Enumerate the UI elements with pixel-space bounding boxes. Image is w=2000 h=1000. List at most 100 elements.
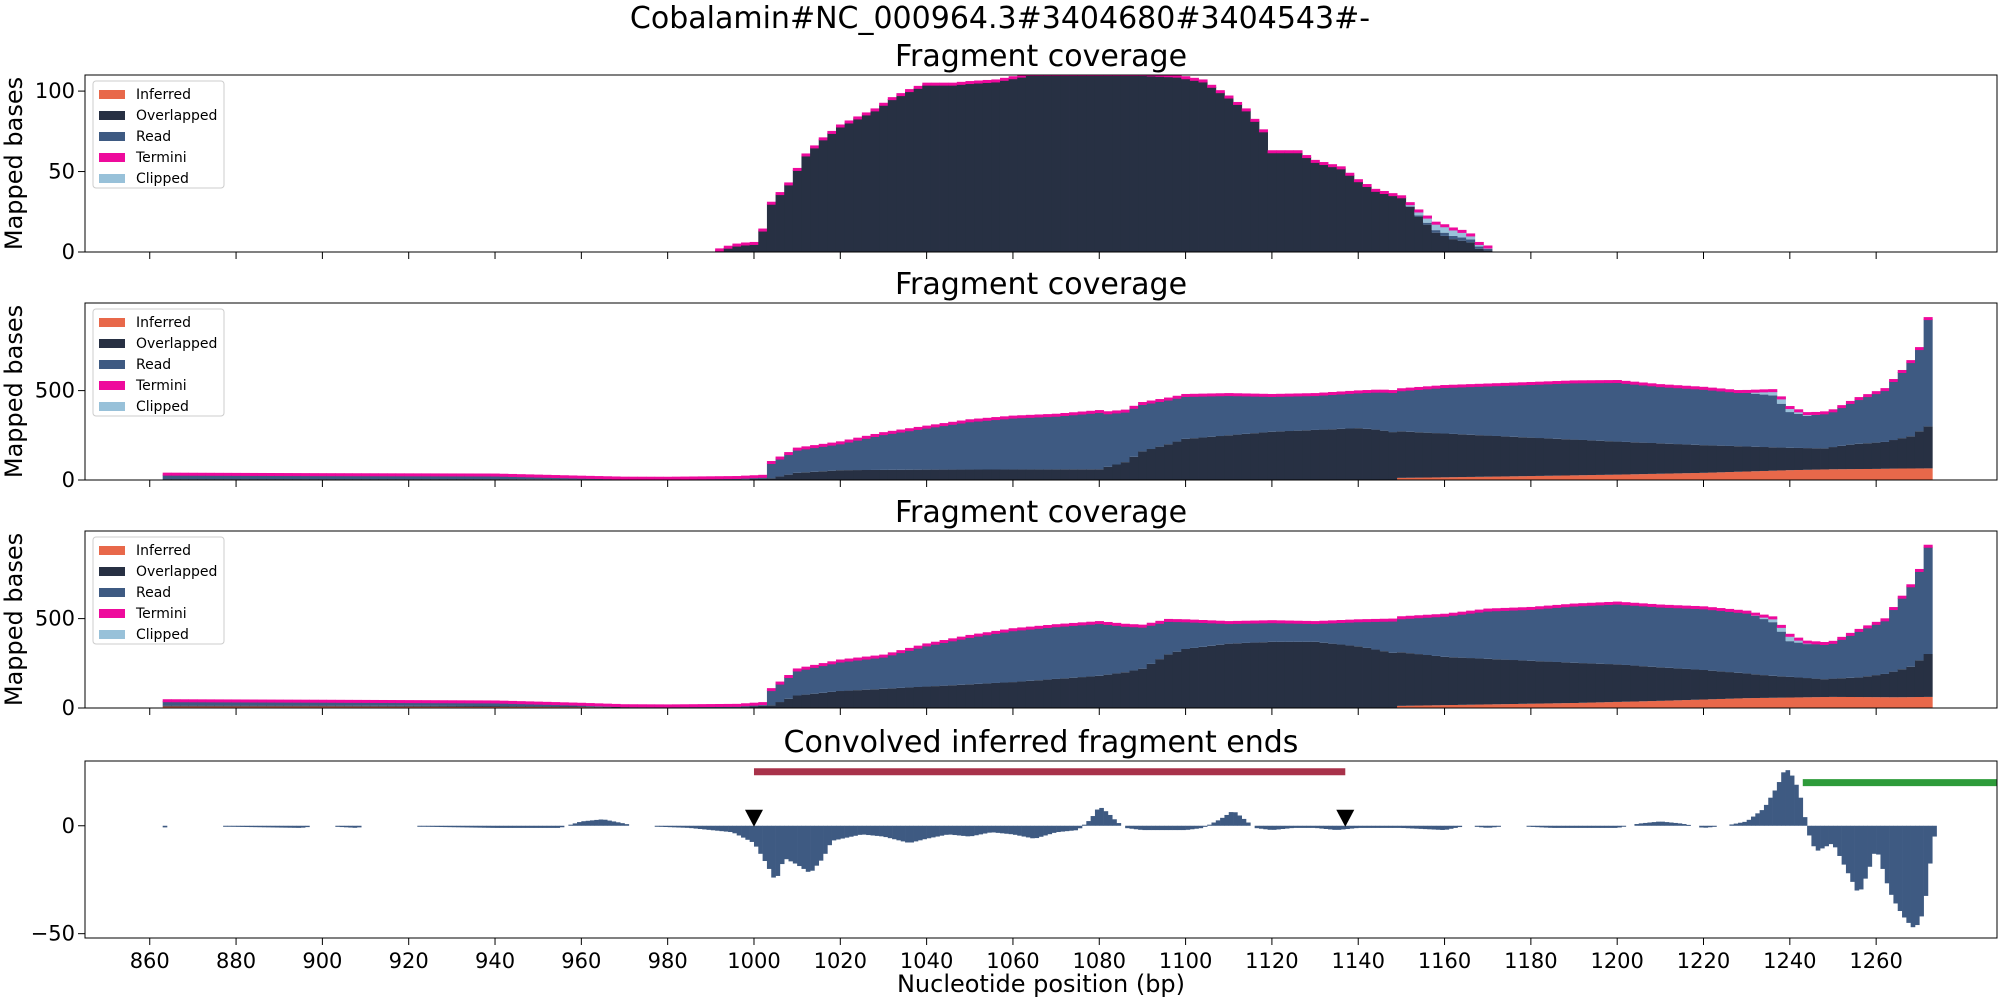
convolved-bar <box>1638 823 1644 826</box>
convolved-bar <box>1164 825 1169 831</box>
area-segment-overlapped <box>1854 677 1864 698</box>
area-segment-overlapped <box>1284 641 1294 708</box>
convolved-bar <box>680 825 686 828</box>
area-segment-inferred <box>1552 475 1562 480</box>
area-segment-overlapped <box>1224 435 1234 480</box>
area-segment-inferred <box>1664 700 1674 708</box>
area-segment-read <box>1397 618 1407 653</box>
convolved-bar <box>1315 825 1320 829</box>
area-segment-read <box>1897 371 1907 439</box>
area-segment-overlapped <box>1725 445 1735 473</box>
convolved-bar <box>723 825 729 832</box>
termini-cap <box>741 475 751 479</box>
termini-cap <box>1094 410 1104 414</box>
area-segment-read <box>1595 604 1605 664</box>
area-segment-overlapped <box>1094 75 1104 252</box>
convolved-bar <box>348 825 353 828</box>
area-segment-overlapped <box>1440 433 1450 478</box>
convolved-bar <box>874 825 880 836</box>
area-segment-read <box>922 645 932 687</box>
termini-cap <box>404 473 414 477</box>
area-segment-overlapped <box>1621 441 1631 475</box>
convolved-bar <box>244 825 250 828</box>
area-segment-inferred <box>1414 705 1424 708</box>
plot-area <box>162 768 1997 928</box>
termini-cap <box>689 704 699 708</box>
termini-cap <box>930 82 940 86</box>
area-segment-overlapped <box>1181 438 1191 480</box>
area-segment-read <box>1293 622 1303 642</box>
area-segment-overlapped <box>1310 429 1320 480</box>
area-segment-overlapped <box>887 688 897 708</box>
area-segment-read <box>1820 643 1830 680</box>
convolved-bar <box>1366 825 1372 828</box>
termini-cap <box>1794 409 1804 413</box>
area-segment-read <box>1647 385 1657 443</box>
area-segment-read <box>499 475 509 480</box>
area-segment-read <box>395 702 405 706</box>
termini-cap <box>516 701 526 705</box>
termini-cap <box>1103 621 1113 625</box>
termini-cap <box>1673 385 1683 389</box>
area-segment-read <box>205 474 215 480</box>
convolved-bar <box>1824 825 1829 847</box>
area-segment-inferred <box>1716 472 1726 480</box>
area-segment-overlapped <box>1017 469 1027 480</box>
convolved-bar <box>1496 825 1501 827</box>
termini-cap <box>732 703 742 707</box>
area-segment-read <box>1120 411 1130 463</box>
termini-cap <box>1379 191 1389 194</box>
area-segment-inferred <box>274 706 284 708</box>
termini-cap <box>905 647 915 651</box>
termini-cap <box>1561 380 1571 384</box>
convolved-bar <box>1906 825 1911 923</box>
area-segment-read <box>1785 412 1795 448</box>
termini-cap <box>1284 150 1294 154</box>
area-segment-inferred <box>1854 697 1864 708</box>
convolved-bar <box>922 825 927 840</box>
area-segment-read <box>507 702 518 707</box>
area-segment-read <box>1448 386 1458 434</box>
convolved-bar <box>1267 825 1273 830</box>
y-tick-label: 0 <box>62 468 75 492</box>
y-tick-label: 100 <box>35 79 75 103</box>
legend-label-read: Read <box>136 129 171 145</box>
area-segment-overlapped <box>1681 668 1691 701</box>
termini-cap <box>1440 385 1450 389</box>
area-segment-overlapped <box>948 469 958 480</box>
area-segment-read <box>1215 622 1225 645</box>
area-segment-overlapped <box>1466 434 1476 477</box>
area-segment-read <box>1768 622 1778 676</box>
convolved-bar <box>771 825 776 878</box>
area-segment-overlapped <box>758 478 768 480</box>
convolved-bar <box>1345 825 1350 829</box>
convolved-bar <box>948 825 953 835</box>
area-segment-overlapped <box>1017 681 1027 708</box>
termini-cap <box>1552 381 1562 385</box>
area-segment-read <box>1422 388 1433 433</box>
termini-cap <box>1492 383 1502 387</box>
termini-cap <box>602 703 612 707</box>
convolved-bar <box>1310 825 1316 828</box>
convolved-bar <box>1181 825 1186 831</box>
area-segment-overlapped <box>1138 75 1148 252</box>
termini-cap <box>991 417 1001 421</box>
area-segment-overlapped <box>1302 157 1312 252</box>
legend-label-overlapped: Overlapped <box>136 336 217 352</box>
termini-cap <box>525 701 535 705</box>
area-segment-overlapped <box>1241 642 1251 708</box>
convolved-bar <box>697 825 703 829</box>
convolved-bar <box>861 825 867 835</box>
area-segment-inferred <box>1586 702 1597 708</box>
area-segment-inferred <box>343 706 353 708</box>
x-tick-label: 1080 <box>1073 949 1126 973</box>
area-segment-read <box>1621 382 1631 442</box>
convolved-bar <box>1582 825 1588 828</box>
legend-box <box>92 80 225 189</box>
area-segment-read <box>792 670 802 696</box>
area-segment-read <box>214 701 224 706</box>
convolved-bar <box>762 825 768 862</box>
area-segment-overlapped <box>283 705 293 707</box>
convolved-bar <box>693 825 699 829</box>
